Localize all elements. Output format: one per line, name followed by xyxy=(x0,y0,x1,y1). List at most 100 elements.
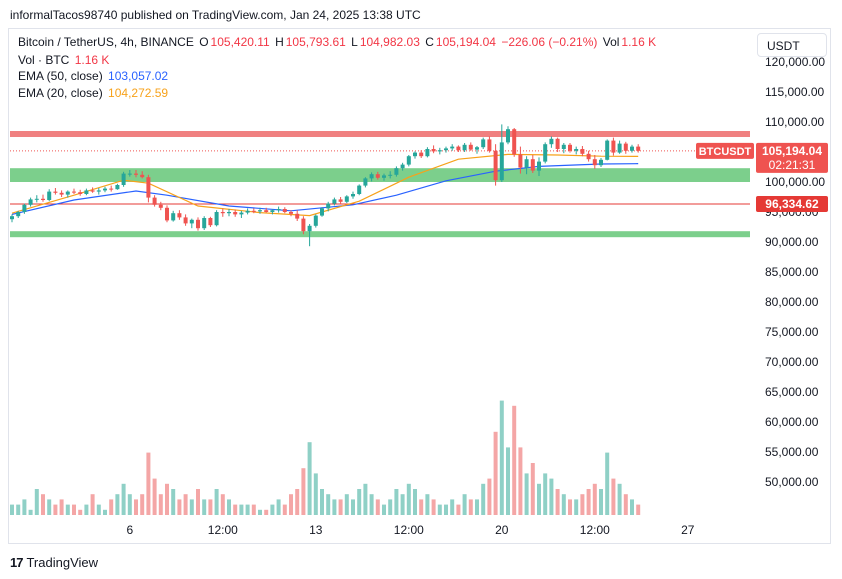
volume-bar xyxy=(425,494,430,515)
candle-body xyxy=(171,213,176,221)
candle xyxy=(53,188,58,195)
candle xyxy=(289,210,293,217)
candle-body xyxy=(47,191,52,200)
volume-bar xyxy=(543,473,548,515)
axis-layer: 50,000.00 55,000.00 60,000.00 65,000.00 70,0… xyxy=(126,55,825,537)
volume-bar xyxy=(468,499,473,515)
candle-body xyxy=(388,174,393,176)
candle xyxy=(375,171,380,180)
volume-bar xyxy=(47,499,52,515)
candle-body xyxy=(34,198,39,200)
volume-bar xyxy=(487,478,492,515)
candle-body xyxy=(419,152,424,157)
currency-button[interactable]: USDT xyxy=(757,33,827,57)
volume-bar xyxy=(524,473,529,515)
volume-bar xyxy=(34,489,39,515)
candle xyxy=(121,171,126,187)
candle xyxy=(183,214,188,226)
candle xyxy=(605,139,610,161)
volume-bar xyxy=(375,499,380,515)
candle xyxy=(72,188,76,194)
y-tick-label: 85,000.00 xyxy=(765,265,819,279)
candle-body xyxy=(65,191,70,195)
candle xyxy=(34,195,39,203)
volume-bar xyxy=(431,499,436,515)
candle xyxy=(264,207,269,213)
candle-body xyxy=(561,144,566,149)
legend-ema20-value: 104,272.59 xyxy=(108,86,169,100)
candle xyxy=(115,183,120,190)
volume-bar xyxy=(227,499,231,515)
candle-body xyxy=(313,215,318,226)
volume-bar xyxy=(568,499,572,515)
volume-bar xyxy=(338,499,343,515)
volume-bar xyxy=(28,509,33,515)
candle xyxy=(580,146,585,157)
candle-body xyxy=(134,173,138,175)
candle xyxy=(220,208,225,217)
volume-bar xyxy=(251,504,256,515)
candle xyxy=(158,201,163,211)
candle-body xyxy=(549,138,554,145)
candle xyxy=(425,147,430,158)
volume-bar xyxy=(344,494,349,515)
volume-bar xyxy=(307,442,312,515)
y-tick-label: 70,000.00 xyxy=(765,355,819,369)
y-tick-label: 60,000.00 xyxy=(765,415,819,429)
candle-body xyxy=(196,219,200,229)
volume-bar xyxy=(617,483,622,515)
legend-ema50-label: EMA (50, close) xyxy=(18,69,103,83)
candle-body xyxy=(493,150,498,181)
x-tick-label: 12:00 xyxy=(580,523,610,537)
countdown-text: 02:21:31 xyxy=(769,158,816,172)
zones-layer xyxy=(10,131,750,238)
candle-body xyxy=(251,210,256,212)
candle xyxy=(617,140,622,154)
candle xyxy=(208,216,213,227)
candle-body xyxy=(183,217,188,224)
candle-body xyxy=(524,159,529,168)
candle xyxy=(313,214,318,228)
volume-bar xyxy=(506,447,510,515)
y-tick-label: 75,000.00 xyxy=(765,325,819,339)
volume-bar xyxy=(555,489,560,515)
legend-change: −226.06 (−0.21%) xyxy=(501,35,598,49)
candle xyxy=(543,142,548,164)
candle-body xyxy=(103,188,107,191)
candle xyxy=(140,171,145,179)
candle-body xyxy=(22,204,27,212)
volume-bar xyxy=(16,504,21,515)
volume-bar xyxy=(580,494,585,515)
candle-body xyxy=(437,150,442,152)
volume-bar xyxy=(41,494,45,515)
candle-body xyxy=(78,192,83,194)
candle xyxy=(419,150,424,158)
candle-body xyxy=(307,225,312,232)
symbol-badge-text: BTCUSDT xyxy=(699,146,752,158)
chart-frame xyxy=(8,28,831,544)
y-tick-label: 110,000.00 xyxy=(765,115,824,129)
candle xyxy=(524,156,529,175)
y-tick-label: 50,000.00 xyxy=(765,475,819,489)
x-tick-label: 27 xyxy=(681,523,695,537)
volume-bar xyxy=(115,494,120,515)
symbol-badge-bg xyxy=(696,142,754,159)
candle xyxy=(16,210,21,218)
candle xyxy=(499,124,504,182)
legend-symbol: Bitcoin / TetherUS, 4h, BINANCE xyxy=(18,35,194,49)
candle xyxy=(59,190,64,197)
candle xyxy=(549,136,554,148)
volume-bar xyxy=(208,499,213,515)
candle-body xyxy=(239,212,244,215)
candle-body xyxy=(90,190,95,192)
volume-bar xyxy=(413,489,417,515)
candle-body xyxy=(202,218,207,229)
candle xyxy=(537,157,541,176)
candle-body xyxy=(121,173,126,185)
candle-body xyxy=(468,144,473,150)
volume-bar xyxy=(320,489,324,515)
price-badge-bg xyxy=(756,142,828,173)
candle-body xyxy=(282,209,287,212)
candle-body xyxy=(332,199,337,204)
